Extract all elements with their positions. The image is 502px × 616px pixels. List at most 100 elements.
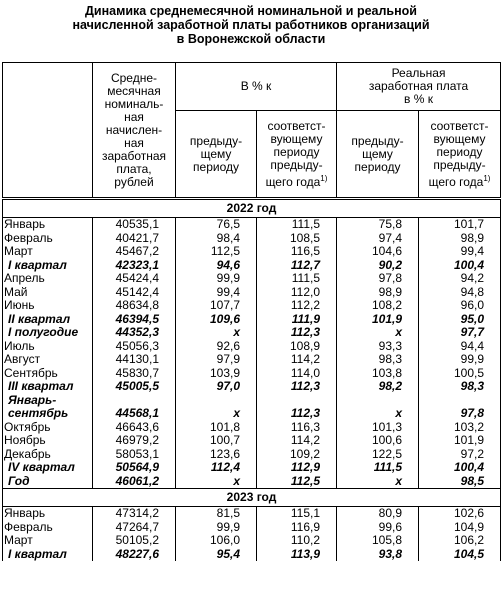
data-row: Март 50105,2 106,0 110,2 105,8 106,2 <box>2 533 502 548</box>
cell: 112,4 <box>175 460 257 475</box>
text-line: вующему <box>270 131 323 146</box>
cell: 101,9 <box>336 312 419 326</box>
cell: 116,3 <box>256 420 337 434</box>
data-row: I полугодие 44352,3 x 112,3 x 97,7 <box>2 325 502 340</box>
text-line: Март <box>4 244 33 258</box>
text-line: ная <box>124 109 144 124</box>
cell: 45830,7 <box>92 366 176 380</box>
text-line: периоду <box>354 159 401 174</box>
text-line: Декабрь <box>4 446 51 461</box>
cell: x <box>175 325 257 340</box>
row-label: Июнь <box>2 298 93 313</box>
cell: 98,9 <box>336 285 419 299</box>
cell: 114,2 <box>256 352 337 367</box>
cell: 111,5 <box>256 217 337 232</box>
cell: 45467,2 <box>92 244 176 259</box>
cell: 97,2 <box>417 447 502 461</box>
data-row: II квартал 46394,5 109,6 111,9 101,9 95,0 <box>2 312 502 326</box>
cell: 112,9 <box>256 460 337 475</box>
cell: x <box>336 325 419 340</box>
cell: x <box>175 474 257 489</box>
text-line: IV квартал <box>8 460 75 474</box>
table-header: Средне-месячная номиналь-ная начислен-ная з… <box>2 62 502 199</box>
cell: 103,9 <box>175 366 257 380</box>
data-row: Апрель 45424,4 99,9 111,5 97,8 94,2 <box>2 271 502 286</box>
text-line: периоду <box>193 159 239 174</box>
text-line: Ноябрь <box>4 433 46 447</box>
text-line: начисленной заработной платы работников … <box>72 18 430 32</box>
row-label: Май <box>2 284 93 299</box>
cell: 107,7 <box>175 298 257 313</box>
header-cell: Реальная заработная плата в % к <box>335 62 502 111</box>
row-label: I полугодие <box>2 325 93 340</box>
cell: 95,0 <box>417 312 502 326</box>
cell: 46643,6 <box>92 420 176 434</box>
row-label: Апрель <box>2 271 93 286</box>
header-cell: предыду-щему периоду <box>336 110 419 199</box>
cell: 101,9 <box>417 433 502 448</box>
cell: 48634,8 <box>92 298 176 313</box>
text-line: месячная <box>107 83 161 98</box>
data-row: Март 45467,2 112,5 116,5 104,6 99,4 <box>2 244 502 259</box>
cell: 112,3 <box>256 325 337 340</box>
cell: 109,6 <box>175 312 257 326</box>
text-line: Май <box>4 284 28 299</box>
cell: 99,4 <box>175 285 257 299</box>
cell: 106,2 <box>417 533 502 548</box>
cell: 108,5 <box>256 231 337 245</box>
cell: 108,9 <box>256 339 337 353</box>
cell: 106,0 <box>175 533 257 548</box>
header-cell: соответст-вующему периоду предыду-щего год… <box>256 110 337 199</box>
data-row: Ноябрь 46979,2 100,7 114,2 100,6 101,9 <box>2 433 502 448</box>
section-row: 2023 год <box>1 488 502 507</box>
data-row: Октябрь 46643,6 101,8 116,3 101,3 103,2 <box>2 419 502 434</box>
text-line: предыду- <box>433 157 486 172</box>
text-line: предыду- <box>351 133 404 148</box>
cell: 58053,1 <box>92 447 176 461</box>
cell: 40421,7 <box>92 231 176 245</box>
cell: 98,2 <box>336 379 419 394</box>
cell: 101,7 <box>417 217 502 232</box>
cell: 99,9 <box>417 352 502 367</box>
row-label: Сентябрь <box>2 366 93 380</box>
text-line: соответст- <box>430 118 489 133</box>
cell: 45424,4 <box>92 271 176 286</box>
cell: 99,9 <box>175 520 257 534</box>
cell: 48227,6 <box>92 547 176 561</box>
cell: 97,8 <box>417 393 502 421</box>
row-label: Март <box>2 244 93 259</box>
text-line: Октябрь <box>4 419 51 434</box>
text-line: Январь <box>4 506 46 520</box>
cell: 99,4 <box>417 244 502 259</box>
cell: 122,5 <box>336 447 419 461</box>
text-line: Январь- <box>8 392 57 407</box>
row-label: Февраль <box>2 520 93 534</box>
cell: 104,6 <box>336 244 419 259</box>
row-label: III квартал <box>2 379 93 394</box>
text-line: щему <box>362 146 393 161</box>
section-title: 2022 год <box>1 198 502 218</box>
cell: 47264,7 <box>92 520 176 534</box>
text-line: I квартал <box>8 257 67 272</box>
header-cell <box>2 62 93 199</box>
text-line: Март <box>4 533 33 547</box>
cell: 110,2 <box>256 533 337 548</box>
text-line: в % к <box>404 92 433 106</box>
cell: 45005,5 <box>92 379 176 394</box>
cell: 97,0 <box>175 379 257 394</box>
row-label: Июль <box>2 339 93 353</box>
text-line: периоду <box>436 144 483 159</box>
text-line: щего года1) <box>265 173 328 189</box>
cell: 98,3 <box>417 379 502 394</box>
cell: 100,4 <box>417 460 502 475</box>
text-line: ная <box>124 135 144 150</box>
cell: 101,3 <box>336 420 419 434</box>
cell: 93,8 <box>336 547 419 561</box>
text-line: Август <box>4 352 41 366</box>
data-row: Год 46061,2 x 112,5 x 98,5 <box>2 474 502 489</box>
row-label: Год <box>2 474 93 489</box>
cell: 111,5 <box>336 460 419 475</box>
cell: 115,1 <box>256 506 337 521</box>
text-line: в Воронежской области <box>176 32 326 46</box>
